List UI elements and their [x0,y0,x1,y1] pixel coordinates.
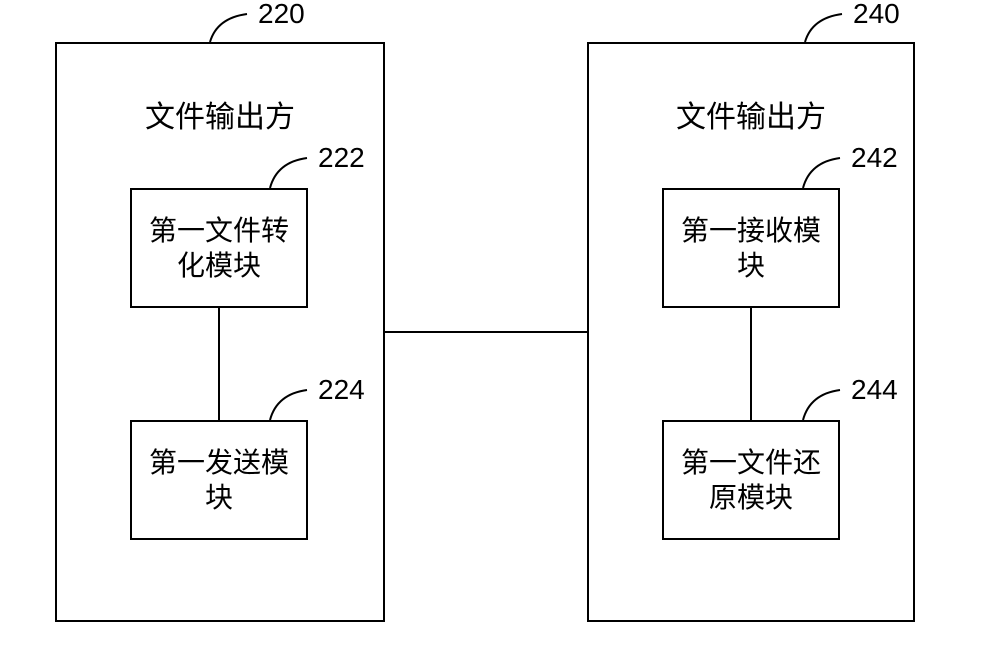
inner-box-224-text: 第一发送模块 [140,445,298,515]
outer-box-right-title: 文件输出方 [589,92,913,136]
inner-box-242-text: 第一接收模块 [672,213,830,283]
label-224: 224 [318,374,365,406]
leader-242 [798,152,858,192]
leader-240 [800,8,860,48]
outer-box-left-title: 文件输出方 [57,92,383,136]
inner-box-224: 第一发送模块 [130,420,308,540]
leader-224 [265,384,325,424]
connector-left-vertical [218,308,220,420]
leader-244 [798,384,858,424]
label-220: 220 [258,0,305,30]
inner-box-222: 第一文件转化模块 [130,188,308,308]
inner-box-244: 第一文件还原模块 [662,420,840,540]
label-240: 240 [853,0,900,30]
inner-box-242: 第一接收模块 [662,188,840,308]
label-244: 244 [851,374,898,406]
connector-right-vertical [750,308,752,420]
leader-220 [205,8,265,48]
label-222: 222 [318,142,365,174]
label-242: 242 [851,142,898,174]
inner-box-222-text: 第一文件转化模块 [140,213,298,283]
inner-box-244-text: 第一文件还原模块 [672,445,830,515]
connector-horizontal [385,331,587,333]
leader-222 [265,152,325,192]
